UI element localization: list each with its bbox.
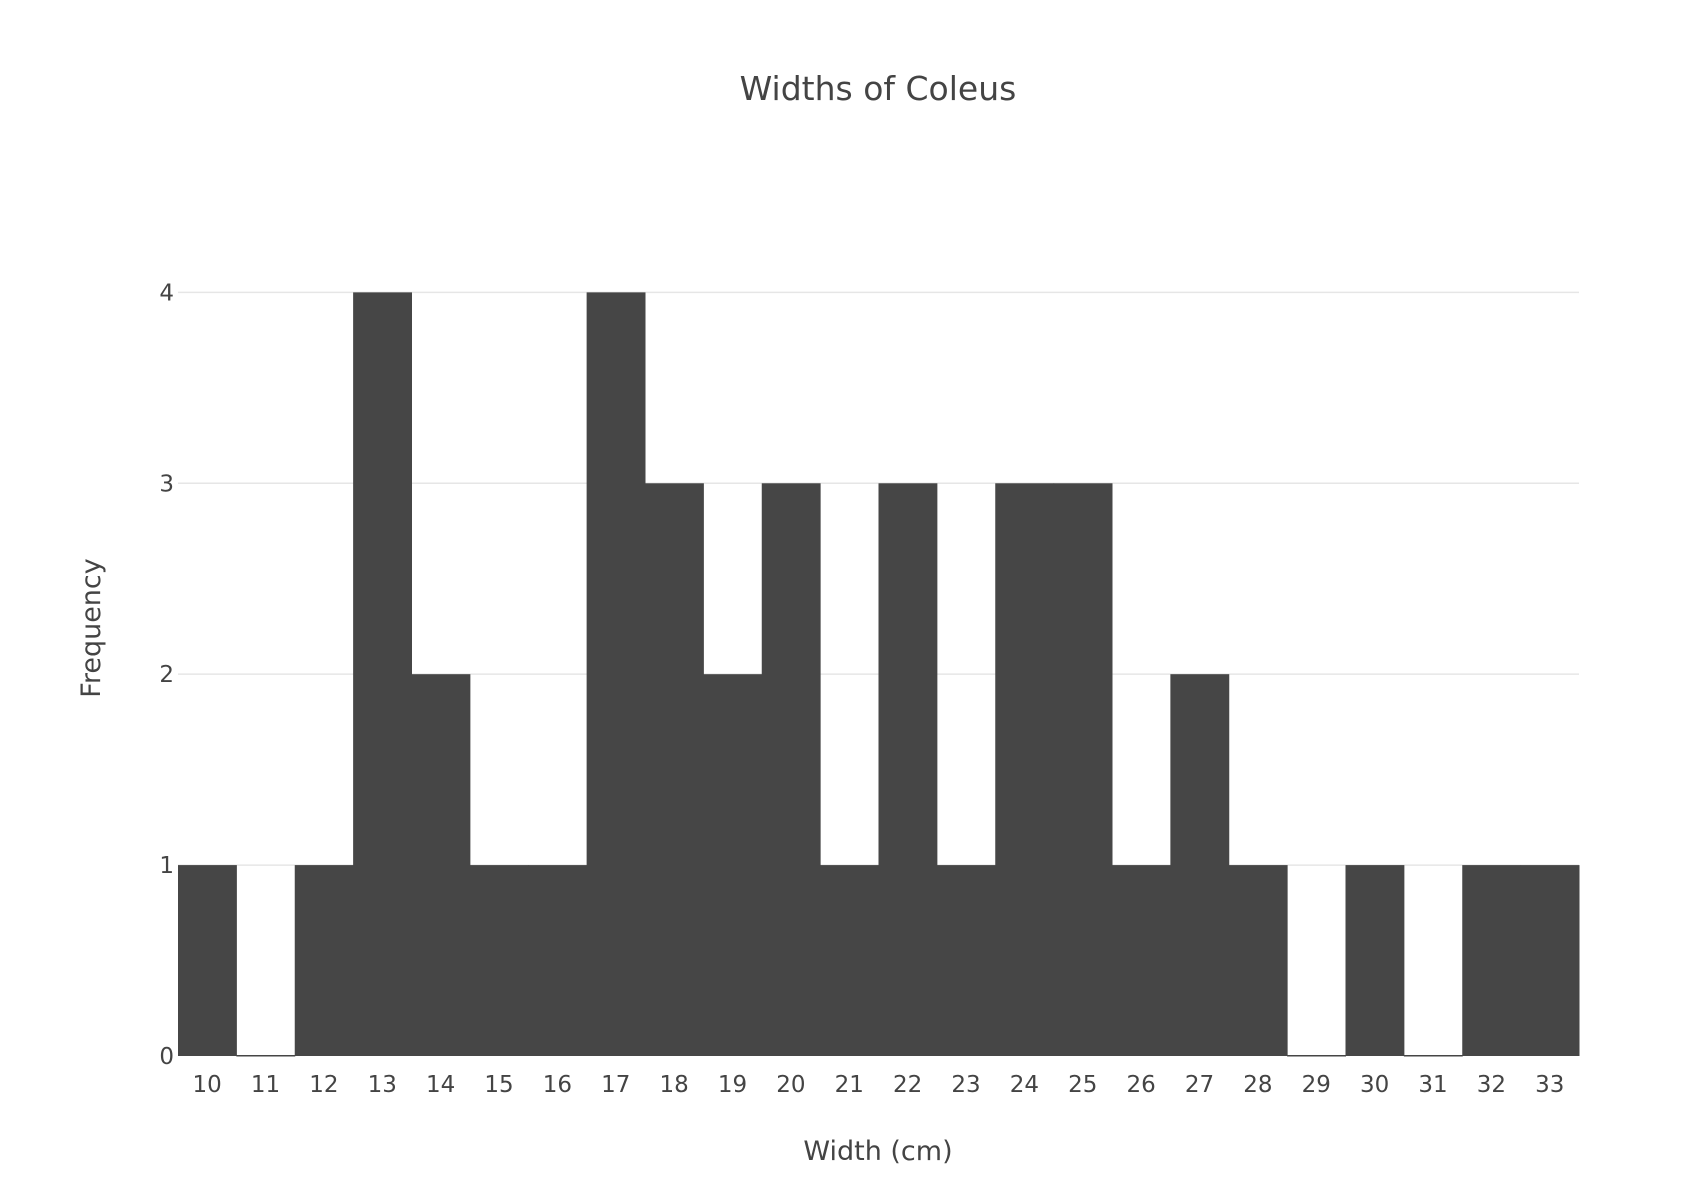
x-tick-label: 32 <box>1477 1072 1506 1098</box>
histogram-bar <box>1345 865 1405 1056</box>
histogram-bar <box>1520 865 1580 1056</box>
histogram-bar <box>236 1055 296 1057</box>
y-tick-label: 2 <box>159 662 174 688</box>
histogram-bar <box>936 865 996 1056</box>
histogram-bar <box>469 865 529 1056</box>
y-tick-label: 1 <box>159 853 174 879</box>
x-tick-label: 21 <box>835 1072 864 1098</box>
y-tick-labels: 0 1 2 3 4 <box>159 280 174 1070</box>
x-tick-label: 16 <box>543 1072 572 1098</box>
histogram-bar <box>703 674 763 1056</box>
x-tick-label: 25 <box>1068 1072 1097 1098</box>
x-tick-label: 24 <box>1010 1072 1039 1098</box>
histogram-bar <box>878 483 938 1057</box>
histogram-bar <box>1403 1055 1463 1057</box>
chart-title: Widths of Coleus <box>740 69 1017 108</box>
x-tick-label: 14 <box>426 1072 455 1098</box>
histogram-bar <box>411 674 471 1056</box>
x-tick-label: 26 <box>1127 1072 1156 1098</box>
x-tick-label: 22 <box>893 1072 922 1098</box>
histogram-bar <box>1170 674 1230 1056</box>
bars <box>178 292 1580 1057</box>
histogram-bar <box>294 865 354 1056</box>
histogram-bar <box>586 292 646 1056</box>
y-tick-label: 4 <box>159 280 174 306</box>
x-tick-label: 19 <box>718 1072 747 1098</box>
x-tick-label: 10 <box>193 1072 222 1098</box>
x-tick-label: 23 <box>951 1072 980 1098</box>
y-tick-label: 0 <box>159 1044 174 1070</box>
x-tick-label: 30 <box>1360 1072 1389 1098</box>
histogram-bar <box>761 483 821 1057</box>
x-tick-label: 13 <box>368 1072 397 1098</box>
x-tick-label: 31 <box>1418 1072 1447 1098</box>
histogram-bar <box>820 865 879 1056</box>
y-axis-label: Frequency <box>76 558 107 698</box>
histogram-bar <box>1287 1055 1346 1057</box>
histogram-bar <box>353 292 412 1056</box>
x-tick-label: 11 <box>251 1072 280 1098</box>
histogram-bar <box>1112 865 1171 1056</box>
x-axis-label: Width (cm) <box>803 1136 952 1167</box>
histogram-bar <box>1228 865 1288 1056</box>
x-tick-label: 28 <box>1243 1072 1272 1098</box>
x-tick-label: 17 <box>601 1072 630 1098</box>
x-tick-label: 33 <box>1535 1072 1564 1098</box>
x-tick-labels: 10 11 12 13 14 15 16 17 18 19 20 21 22 23 24 25 26 27 28 29… <box>193 1072 1565 1098</box>
histogram-bar <box>178 865 237 1056</box>
histogram-bar <box>645 483 704 1057</box>
histogram-bar <box>1462 865 1522 1056</box>
x-tick-label: 12 <box>309 1072 338 1098</box>
histogram-bar <box>995 483 1055 1057</box>
histogram-bar <box>528 865 588 1056</box>
x-tick-label: 18 <box>660 1072 689 1098</box>
x-tick-label: 15 <box>484 1072 513 1098</box>
x-tick-label: 20 <box>776 1072 805 1098</box>
y-tick-label: 3 <box>159 471 174 497</box>
x-tick-label: 29 <box>1302 1072 1331 1098</box>
histogram-bar <box>1053 483 1113 1057</box>
x-tick-label: 27 <box>1185 1072 1214 1098</box>
